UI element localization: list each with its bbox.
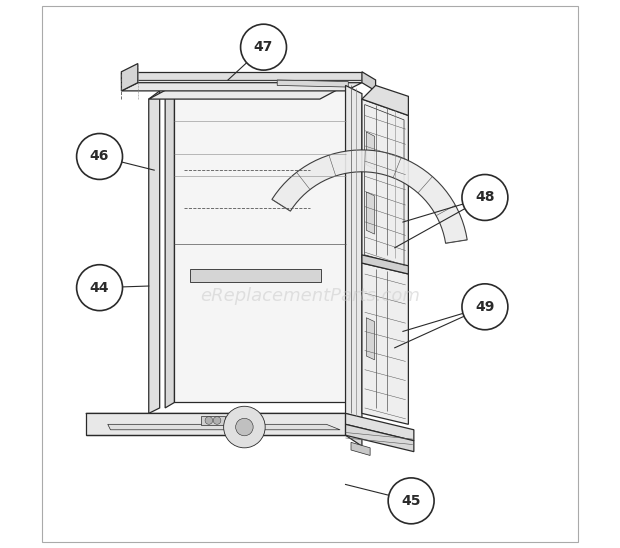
Text: 45: 45 [401,494,421,508]
Text: eReplacementParts.com: eReplacementParts.com [200,287,420,305]
Circle shape [213,416,221,424]
Polygon shape [362,99,409,269]
Polygon shape [362,85,409,116]
Polygon shape [165,85,174,408]
Text: 47: 47 [254,40,273,54]
Polygon shape [122,72,362,80]
Polygon shape [362,72,376,91]
Polygon shape [174,85,345,402]
Circle shape [462,174,508,220]
Polygon shape [108,424,340,430]
Polygon shape [366,132,374,169]
Text: 46: 46 [90,150,109,163]
Polygon shape [345,413,362,446]
Polygon shape [345,85,362,419]
Polygon shape [122,64,138,91]
Circle shape [388,478,434,524]
Polygon shape [86,413,362,424]
Polygon shape [190,269,321,282]
Polygon shape [351,442,370,455]
Text: 44: 44 [90,281,109,295]
Polygon shape [366,192,374,234]
Polygon shape [277,80,348,87]
Circle shape [205,416,213,424]
Polygon shape [122,83,362,91]
Polygon shape [362,263,409,424]
Text: 48: 48 [475,191,495,204]
Polygon shape [149,85,345,99]
Circle shape [224,406,265,448]
Circle shape [77,265,123,311]
Polygon shape [362,255,409,274]
Text: 49: 49 [475,300,495,314]
Circle shape [241,24,286,70]
Polygon shape [366,318,374,360]
Polygon shape [201,416,225,425]
Polygon shape [149,91,160,413]
Polygon shape [345,413,414,441]
Polygon shape [272,150,467,243]
Circle shape [236,418,253,436]
Circle shape [77,134,123,179]
Circle shape [462,284,508,330]
Polygon shape [86,413,345,435]
Polygon shape [345,424,414,452]
